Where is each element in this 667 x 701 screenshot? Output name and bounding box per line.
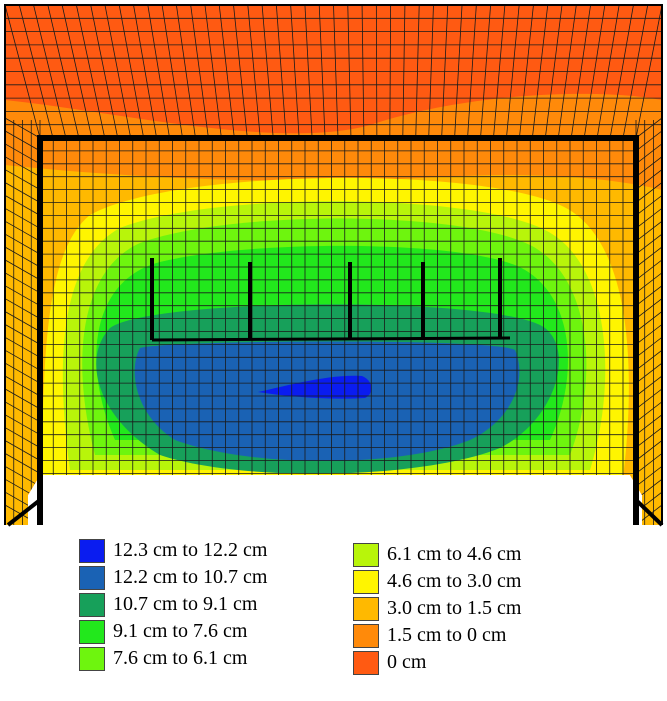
mesh-line	[635, 453, 662, 474]
legend-swatch-2	[79, 593, 105, 617]
legend-label-5: 6.1 cm to 4.6 cm	[387, 543, 522, 565]
contour-band-9	[258, 375, 372, 399]
mesh-line	[635, 259, 662, 281]
contour-field	[5, 5, 662, 525]
fe-mesh	[5, 5, 662, 525]
mesh-line	[635, 401, 662, 423]
mesh-line	[635, 324, 662, 345]
mesh-line	[635, 233, 662, 255]
mesh-line	[635, 169, 662, 190]
mesh-line	[635, 388, 662, 410]
mesh-line	[635, 207, 662, 229]
legend-swatch-1	[79, 566, 105, 590]
frame-outline	[37, 135, 639, 525]
mesh-line	[635, 220, 662, 242]
legend-label-1: 12.2 cm to 10.7 cm	[113, 566, 268, 588]
legend-label-4: 7.6 cm to 6.1 cm	[113, 647, 248, 669]
mesh-line	[635, 182, 662, 203]
mesh-line	[635, 311, 662, 332]
contour-band-8	[134, 341, 520, 461]
mesh-line	[635, 195, 662, 216]
mesh-line	[635, 349, 662, 371]
legend-label-9: 0 cm	[387, 651, 427, 673]
mesh-line	[635, 117, 662, 139]
mesh-line	[635, 375, 662, 397]
mesh-line	[635, 362, 662, 384]
mesh-line	[635, 272, 662, 294]
legend-label-0: 12.3 cm to 12.2 cm	[113, 539, 268, 561]
base-right	[634, 498, 664, 527]
legend-swatch-0	[79, 539, 105, 563]
legend-swatch-5	[353, 543, 379, 567]
legend-swatch-9	[353, 651, 379, 675]
mesh-line	[635, 440, 662, 461]
legend-label-6: 4.6 cm to 3.0 cm	[387, 570, 522, 592]
legend-label-7: 3.0 cm to 1.5 cm	[387, 597, 522, 619]
mesh-line	[635, 414, 662, 436]
legend-swatch-6	[353, 570, 379, 594]
legend-label-3: 9.1 cm to 7.6 cm	[113, 620, 248, 642]
mesh-line	[635, 156, 662, 178]
mesh-line	[635, 298, 662, 319]
mesh-line	[635, 465, 662, 487]
legend-swatch-3	[79, 620, 105, 644]
mesh-line	[635, 427, 662, 448]
structure-frame	[4, 4, 664, 527]
legend-swatch-4	[79, 647, 105, 671]
legend-swatch-7	[353, 597, 379, 621]
base-left	[6, 498, 42, 527]
stiffener-beam	[151, 336, 511, 342]
mesh-line	[635, 246, 662, 268]
legend-label-2: 10.7 cm to 9.1 cm	[113, 593, 258, 615]
mesh-line	[635, 285, 662, 307]
mesh-line	[635, 130, 662, 152]
displacement-contour-plot	[4, 4, 664, 527]
legend-label-8: 1.5 cm to 0 cm	[387, 624, 507, 646]
mesh-line	[635, 143, 662, 165]
mesh-line	[635, 336, 662, 358]
legend-swatch-8	[353, 624, 379, 648]
frame-outer-left	[4, 4, 663, 525]
